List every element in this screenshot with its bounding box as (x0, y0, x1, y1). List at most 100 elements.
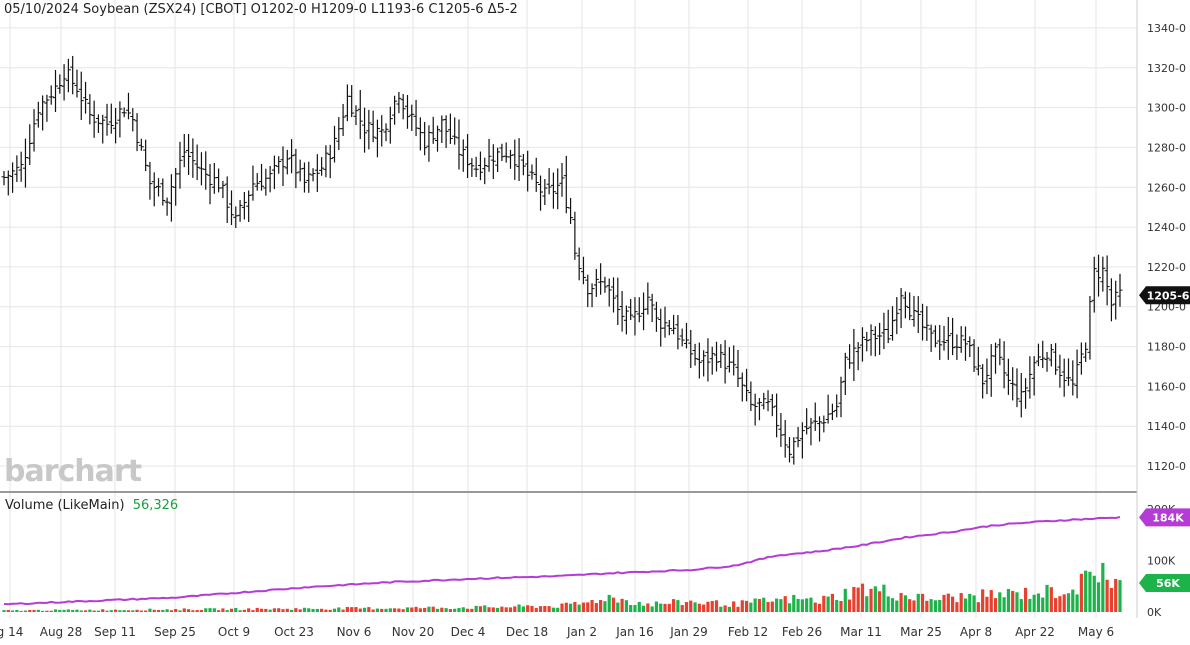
price-bar (289, 139, 295, 174)
volume-bar (101, 609, 105, 612)
price-tick-label: 1320-0 (1147, 62, 1186, 75)
price-bar (332, 125, 338, 163)
price-bar (761, 392, 767, 410)
volume-bar (423, 607, 427, 612)
price-bar (147, 161, 153, 200)
volume-bars[interactable] (2, 562, 1122, 612)
volume-bar (573, 601, 577, 612)
volume-bar (1105, 579, 1109, 612)
price-bar (44, 94, 50, 122)
price-bar (482, 157, 488, 185)
volume-bar (633, 605, 637, 612)
volume-bar (2, 610, 6, 612)
volume-bar (526, 605, 530, 612)
time-tick-label: Feb 12 (728, 625, 768, 639)
price-bar (688, 329, 694, 369)
price-bar (168, 174, 174, 222)
price-bar (954, 334, 960, 360)
volume-bar (105, 610, 109, 612)
price-bar (404, 94, 410, 129)
volume-bar (311, 608, 315, 612)
volume-bar (1028, 598, 1032, 612)
price-bar (1018, 372, 1024, 418)
volume-bar (599, 600, 603, 612)
price-bar (812, 402, 818, 431)
volume-bar (440, 607, 444, 612)
price-bar (130, 108, 136, 132)
price-bar (314, 154, 320, 192)
volume-bar (315, 608, 319, 612)
price-bar (340, 103, 346, 137)
volume-bar (1002, 597, 1006, 612)
volume-bar (242, 609, 246, 612)
price-bar (632, 297, 638, 336)
volume-bar (1015, 592, 1019, 612)
price-bar (413, 99, 419, 137)
open-interest-badge-bg (1139, 508, 1190, 527)
volume-bar (513, 606, 517, 612)
volume-bar (371, 609, 375, 612)
volume-bar (66, 609, 70, 612)
price-tick-label: 1220-0 (1147, 261, 1186, 274)
price-bar (224, 176, 230, 223)
price-bar (27, 124, 33, 166)
price-bar (890, 306, 896, 341)
volume-bar (710, 600, 714, 612)
volume-bar (32, 609, 36, 612)
volume-bar (586, 602, 590, 612)
time-tick-label: g 14 (0, 625, 23, 639)
volume-bar (809, 597, 813, 612)
volume-bar (852, 586, 856, 612)
price-bar (941, 325, 947, 351)
price-bar (87, 94, 93, 125)
price-bar (817, 416, 823, 442)
volume-bar (736, 606, 740, 612)
price-bar (507, 149, 513, 169)
price-bar (847, 344, 853, 369)
price-bar (679, 328, 685, 347)
price-bar (971, 339, 977, 372)
volume-bar (474, 605, 478, 612)
last-volume-badge: 56K (1139, 574, 1190, 593)
volume-bar (865, 596, 869, 612)
price-bar (379, 115, 385, 147)
volume-bar (740, 600, 744, 612)
volume-bar (397, 608, 401, 612)
price-bar (808, 417, 814, 446)
volume-bar (680, 605, 684, 612)
volume-bar (908, 599, 912, 612)
volume-bar (951, 596, 955, 612)
volume-bar (358, 608, 362, 612)
price-bar (473, 156, 479, 178)
volume-bar (1036, 593, 1041, 612)
price-bar (254, 173, 260, 191)
price-bar (885, 309, 891, 344)
price-bar (1108, 278, 1114, 322)
volume-bar (560, 603, 564, 612)
price-bar (769, 394, 775, 417)
price-bar (57, 74, 63, 94)
price-bar (1091, 256, 1097, 313)
price-bars[interactable] (1, 55, 1123, 465)
time-tick-label: Mar 25 (900, 625, 942, 639)
volume-bar (23, 610, 28, 612)
price-bar (993, 342, 999, 374)
volume-bar (749, 602, 753, 612)
price-bar (164, 197, 170, 216)
time-tick-label: Apr 8 (960, 625, 992, 639)
price-bar (602, 276, 608, 293)
volume-bar (792, 594, 796, 612)
price-bar (48, 85, 54, 105)
volume-bar (444, 608, 448, 612)
volume-bar (225, 610, 229, 612)
price-bar (216, 168, 222, 193)
volume-bar (663, 603, 667, 612)
volume-bar (79, 610, 83, 612)
volume-bar (839, 601, 843, 612)
volume-bar (58, 609, 62, 612)
price-tick-label: 1340-0 (1147, 22, 1186, 35)
time-tick-label: Jan 16 (615, 625, 654, 639)
price-bar (469, 158, 475, 177)
price-bar (576, 247, 582, 281)
volume-bar (144, 610, 148, 612)
